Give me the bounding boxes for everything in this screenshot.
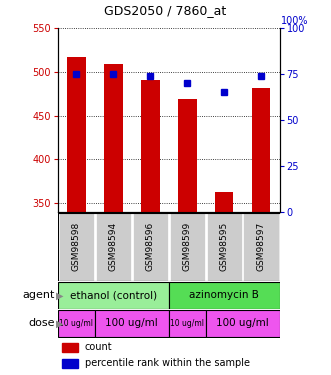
Text: GSM98597: GSM98597 bbox=[257, 222, 266, 271]
Text: 10 ug/ml: 10 ug/ml bbox=[170, 319, 204, 328]
Bar bbox=[67, 57, 86, 212]
Text: dose: dose bbox=[28, 318, 55, 328]
Bar bbox=[169, 282, 280, 309]
Bar bbox=[206, 310, 280, 337]
Text: percentile rank within the sample: percentile rank within the sample bbox=[84, 358, 250, 368]
Text: ethanol (control): ethanol (control) bbox=[70, 290, 157, 300]
Text: agent: agent bbox=[22, 290, 55, 300]
Text: ▶: ▶ bbox=[56, 290, 64, 300]
Text: azinomycin B: azinomycin B bbox=[189, 290, 259, 300]
Bar bbox=[62, 343, 78, 352]
Bar bbox=[58, 282, 169, 309]
Bar bbox=[104, 64, 122, 212]
Bar bbox=[95, 310, 169, 337]
Text: 100%: 100% bbox=[281, 16, 309, 26]
Bar bbox=[244, 213, 279, 280]
Text: 100 ug/ml: 100 ug/ml bbox=[106, 318, 158, 328]
Text: ▶: ▶ bbox=[56, 318, 64, 328]
Text: GDS2050 / 7860_at: GDS2050 / 7860_at bbox=[104, 4, 227, 17]
Text: GSM98598: GSM98598 bbox=[72, 222, 81, 271]
Text: 10 ug/ml: 10 ug/ml bbox=[59, 319, 93, 328]
Bar bbox=[169, 213, 205, 280]
Text: count: count bbox=[84, 342, 112, 352]
Bar bbox=[141, 80, 160, 212]
Bar bbox=[96, 213, 131, 280]
Bar bbox=[215, 192, 233, 212]
Text: GSM98599: GSM98599 bbox=[183, 222, 192, 271]
Text: GSM98596: GSM98596 bbox=[146, 222, 155, 271]
Text: 100 ug/ml: 100 ug/ml bbox=[216, 318, 269, 328]
Bar bbox=[59, 213, 94, 280]
Bar bbox=[178, 99, 197, 212]
Bar bbox=[62, 359, 78, 368]
Bar bbox=[207, 213, 242, 280]
Text: GSM98594: GSM98594 bbox=[109, 222, 118, 271]
Bar bbox=[133, 213, 168, 280]
Text: GSM98595: GSM98595 bbox=[220, 222, 229, 271]
Bar bbox=[252, 88, 270, 212]
Bar bbox=[169, 310, 206, 337]
Bar bbox=[58, 310, 95, 337]
